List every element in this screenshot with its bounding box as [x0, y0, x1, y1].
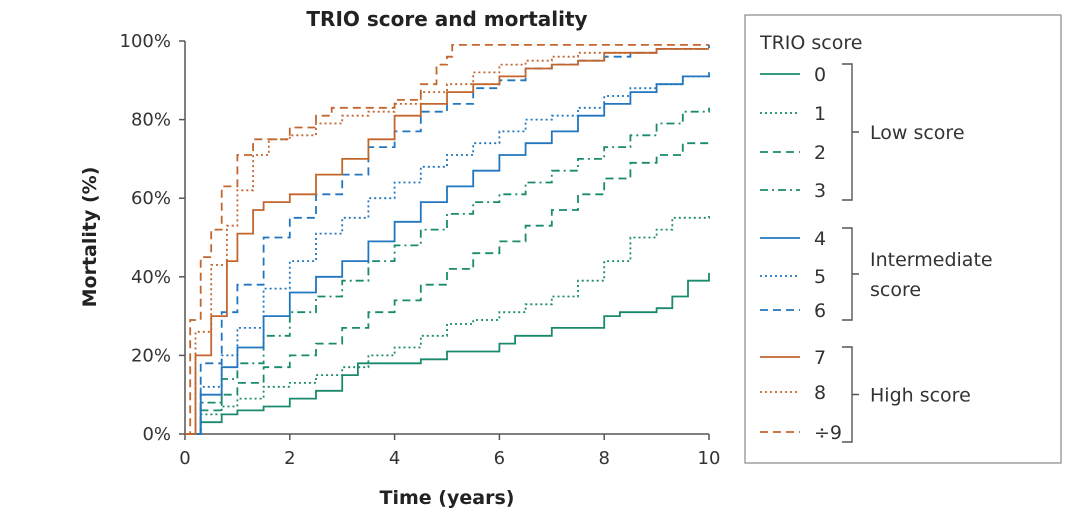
series-line-7: [185, 48, 709, 435]
x-tick-label: 2: [284, 448, 295, 469]
series-line-4: [185, 72, 710, 435]
legend-box: [744, 14, 1062, 464]
x-tick-label: 10: [698, 448, 721, 469]
legend-group-bracket: [842, 63, 859, 201]
x-tick-label: 8: [598, 448, 609, 469]
legend-group-label: Low score: [870, 122, 965, 144]
series-lines: [185, 44, 710, 435]
legend-label-4: 4: [814, 228, 826, 250]
legend-entries: 0 1 2 3 4 5 6 7 8 ÷9: [760, 64, 842, 444]
chart-title: TRIO score and mortality: [306, 7, 587, 31]
legend-group-label: score: [870, 279, 921, 301]
legend-label-7: 7: [814, 347, 826, 369]
x-ticks: 0 2 4 6 8 10: [179, 434, 720, 469]
series-line-6: [185, 44, 710, 435]
y-tick-label: 60%: [131, 188, 171, 209]
x-tick-label: 6: [494, 448, 505, 469]
series-line-0: [185, 272, 710, 435]
plot-area: 0 2 4 6 8 10 0% 20% 40% 60% 80% 100%: [120, 31, 721, 469]
series-line-÷9: [185, 44, 709, 435]
legend-label-0: 0: [814, 64, 826, 86]
legend-label-1: 1: [814, 103, 826, 125]
x-axis-title: Time (years): [380, 487, 515, 509]
x-tick-label: 0: [179, 448, 190, 469]
legend-group-bracket: [842, 227, 859, 321]
legend-title: TRIO score: [759, 32, 862, 54]
x-tick-label: 4: [389, 448, 400, 469]
legend-label-2: 2: [814, 142, 826, 164]
y-tick-label: 0%: [142, 424, 171, 445]
series-line-1: [185, 213, 710, 435]
y-tick-label: 100%: [120, 31, 171, 52]
legend-label-6: 6: [814, 300, 826, 322]
legend: TRIO score 0 1 2 3 4 5 6 7 8 ÷9 Low score Intermed…: [744, 14, 1062, 464]
legend-label-5: 5: [814, 266, 826, 288]
legend-label-3: 3: [814, 180, 826, 202]
legend-label-÷9: ÷9: [814, 422, 842, 444]
y-tick-label: 80%: [131, 110, 171, 131]
series-line-8: [185, 48, 709, 435]
series-line-3: [185, 107, 710, 435]
y-tick-label: 20%: [131, 345, 171, 366]
y-axis-title: Mortality (%): [79, 167, 101, 308]
legend-groups: Low score Intermediate score High score: [842, 63, 993, 443]
y-ticks: 0% 20% 40% 60% 80% 100%: [120, 31, 185, 445]
series-line-2: [185, 139, 710, 435]
y-tick-label: 40%: [131, 267, 171, 288]
legend-group-label: High score: [870, 385, 971, 407]
legend-group-label: Intermediate: [870, 249, 993, 271]
legend-label-8: 8: [814, 382, 826, 404]
legend-group-bracket: [842, 346, 859, 443]
